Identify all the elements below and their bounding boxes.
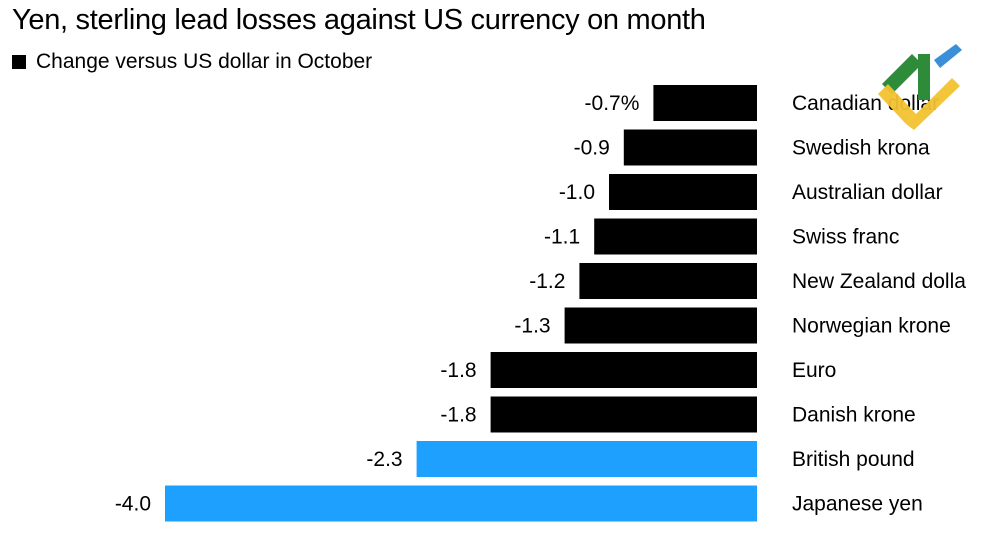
- category-label: Euro: [792, 359, 836, 382]
- legend-label: Change versus US dollar in October: [36, 50, 373, 73]
- category-label: Danish krone: [792, 404, 916, 427]
- legend: Change versus US dollar in October: [12, 50, 372, 74]
- bar-value-label: -4.0: [115, 493, 151, 516]
- bar: [594, 218, 757, 255]
- bar-value-label: -1.3: [514, 315, 550, 338]
- bar-value-label: -1.8: [440, 404, 476, 427]
- legend-swatch: [12, 55, 26, 69]
- category-label: Australian dollar: [792, 181, 943, 204]
- bar: [653, 85, 757, 121]
- bar-value-label: -0.7%: [585, 92, 640, 115]
- bar: [416, 441, 757, 477]
- bar: [564, 307, 757, 344]
- category-label: New Zealand dolla: [792, 270, 966, 293]
- bar: [165, 485, 757, 522]
- bar-value-label: -1.8: [440, 359, 476, 382]
- bar: [579, 263, 757, 299]
- watermark-logo-icon: [878, 44, 962, 130]
- bar-value-label: -0.9: [574, 137, 610, 160]
- bar: [609, 174, 757, 210]
- category-label: Swiss franc: [792, 226, 899, 249]
- bar: [623, 129, 757, 166]
- category-label: Norwegian krone: [792, 315, 951, 338]
- category-label: British pound: [792, 448, 915, 471]
- category-label: Japanese yen: [792, 493, 923, 516]
- bar: [490, 396, 757, 433]
- chart-title: Yen, sterling lead losses against US cur…: [12, 4, 706, 36]
- bar: [490, 352, 757, 388]
- category-label: Swedish krona: [792, 137, 930, 160]
- bar-value-label: -2.3: [366, 448, 402, 471]
- bar-value-label: -1.1: [544, 226, 580, 249]
- bar-value-label: -1.0: [559, 181, 595, 204]
- bar-value-label: -1.2: [529, 270, 565, 293]
